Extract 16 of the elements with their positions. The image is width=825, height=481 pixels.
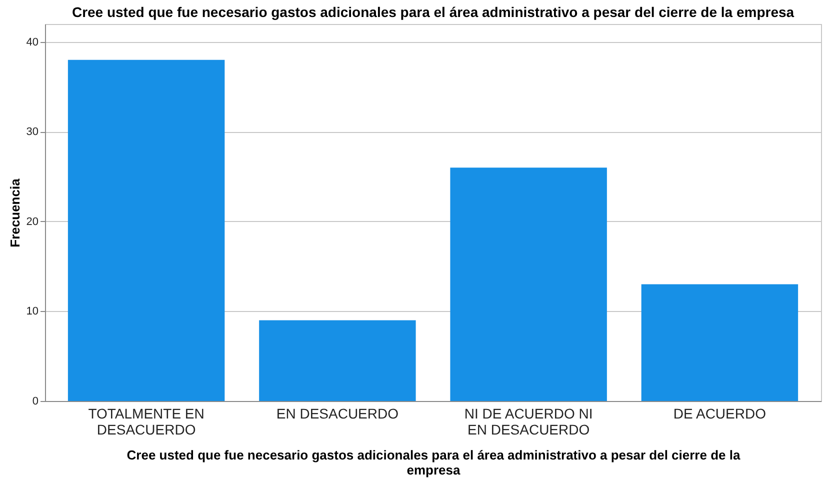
x-tick-label: EN DESACUERDO (276, 406, 399, 422)
bar (68, 60, 225, 401)
y-tick-label: 40 (26, 36, 38, 48)
y-tick-label: 30 (26, 126, 38, 138)
x-tick-label: DE ACUERDO (673, 406, 766, 422)
bar (641, 284, 798, 401)
y-tick-label: 20 (26, 216, 38, 228)
y-tick-label: 0 (32, 396, 38, 408)
y-tick-label: 10 (26, 306, 38, 318)
bar (450, 168, 607, 401)
y-axis-title: Frecuencia (7, 178, 22, 248)
x-tick-label: NI DE ACUERDO NI EN DESACUERDO (464, 406, 593, 438)
chart-title: Cree usted que fue necesario gastos adicionales para el área administrativo a pesar del cierre de la empresa (72, 4, 794, 20)
x-tick-label: TOTALMENTE EN DESACUERDO (88, 406, 204, 438)
bar (259, 320, 416, 401)
x-axis-title: Cree usted que fue necesario gastos adicionales para el área administrativo a pesar del cierre de la empresa (126, 448, 741, 478)
